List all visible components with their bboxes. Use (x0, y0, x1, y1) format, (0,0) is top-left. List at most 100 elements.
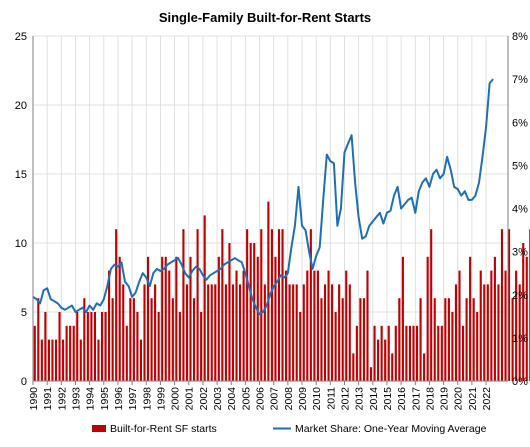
bar (231, 284, 235, 381)
x-tick-label: 2017 (410, 387, 422, 411)
x-tick-label: 1994 (85, 387, 97, 411)
legend: Built-for-Rent SF starts Market Share: O… (92, 423, 487, 435)
x-tick-label: 2003 (212, 387, 224, 411)
bar (369, 367, 373, 381)
bar (511, 298, 514, 381)
bar (168, 270, 171, 381)
bar (118, 256, 121, 381)
x-tick-label: 2020 (453, 387, 465, 411)
y-right-tick-label: 8% (512, 31, 528, 43)
bar (359, 298, 362, 381)
axes: 0 5 10 15 20 25 0% 1% 2% 3% 4% 5% 6% 7% 8% 1990 1991 1992… (15, 31, 528, 410)
bar (108, 270, 111, 381)
bar (54, 339, 58, 381)
bar (483, 284, 486, 381)
bar (104, 312, 107, 381)
bar (384, 339, 387, 381)
bar (40, 339, 43, 381)
bar (143, 284, 146, 381)
bar (299, 312, 302, 381)
bar (522, 243, 525, 381)
y-right-tick-label: 5% (512, 160, 528, 172)
bar (504, 270, 507, 381)
bar (122, 284, 125, 381)
bar (129, 298, 132, 381)
bar (306, 270, 309, 381)
market-share-line (32, 78, 494, 316)
bar (136, 312, 139, 381)
bar (203, 215, 206, 381)
bar (465, 298, 468, 381)
bar (62, 339, 65, 381)
x-tick-label: 2001 (184, 387, 196, 411)
bar (256, 256, 259, 381)
legend-label-bars: Built-for-Rent SF starts (110, 423, 217, 435)
bar (267, 201, 270, 381)
bar (221, 229, 224, 381)
x-tick-label: 2011 (325, 387, 337, 410)
x-tick-label: 2004 (226, 387, 238, 411)
bar (217, 256, 220, 381)
line-series (32, 78, 494, 316)
x-tick-label: 2022 (481, 387, 493, 411)
bar (412, 325, 415, 381)
x-tick-label: 2009 (297, 387, 309, 411)
y-right-tick-label: 7% (512, 74, 528, 86)
x-tick-label: 2021 (467, 387, 479, 411)
legend-label-line: Market Share: One-Year Moving Average (295, 423, 487, 435)
bar (518, 284, 521, 381)
bar (430, 229, 433, 381)
bar (419, 298, 422, 381)
bar (451, 312, 454, 381)
bar (139, 339, 143, 381)
bar (146, 256, 150, 381)
x-tick-label: 2010 (311, 387, 323, 411)
bar (348, 284, 351, 381)
bar (309, 229, 312, 381)
bar (111, 298, 114, 381)
bar (260, 229, 263, 381)
bar (461, 325, 465, 381)
bar (394, 325, 397, 381)
x-tick-label: 1997 (127, 387, 139, 411)
bar (154, 284, 157, 381)
bar (380, 325, 383, 381)
bar (302, 284, 305, 381)
bar (408, 325, 412, 381)
bar (440, 325, 443, 381)
gridlines (32, 35, 508, 382)
bar (391, 353, 394, 381)
bar (90, 312, 93, 381)
bar (132, 298, 135, 381)
bar (175, 256, 178, 381)
bar (33, 325, 36, 381)
bar (171, 298, 174, 381)
bar (447, 298, 450, 381)
bar (508, 229, 511, 381)
bar (246, 229, 249, 381)
x-tick-label: 2019 (439, 387, 451, 411)
bar (161, 256, 164, 381)
bar (472, 298, 475, 381)
x-tick-label: 2013 (354, 387, 366, 411)
x-tick-label: 2016 (396, 387, 408, 411)
bar (228, 243, 231, 381)
bar (401, 256, 404, 381)
bar (479, 270, 482, 381)
bar (493, 256, 496, 381)
bar (366, 270, 369, 381)
bar (210, 284, 213, 381)
y-left-tick-label: 20 (15, 100, 27, 112)
bar (270, 229, 273, 381)
bar (362, 298, 366, 381)
x-tick-label: 2012 (339, 387, 351, 411)
bar (387, 325, 390, 381)
bar (405, 325, 408, 381)
bar (444, 298, 447, 381)
x-tick-label: 2000 (170, 387, 182, 411)
bar (454, 284, 458, 381)
bar (497, 284, 500, 381)
bar (355, 325, 358, 381)
bar (373, 325, 376, 381)
